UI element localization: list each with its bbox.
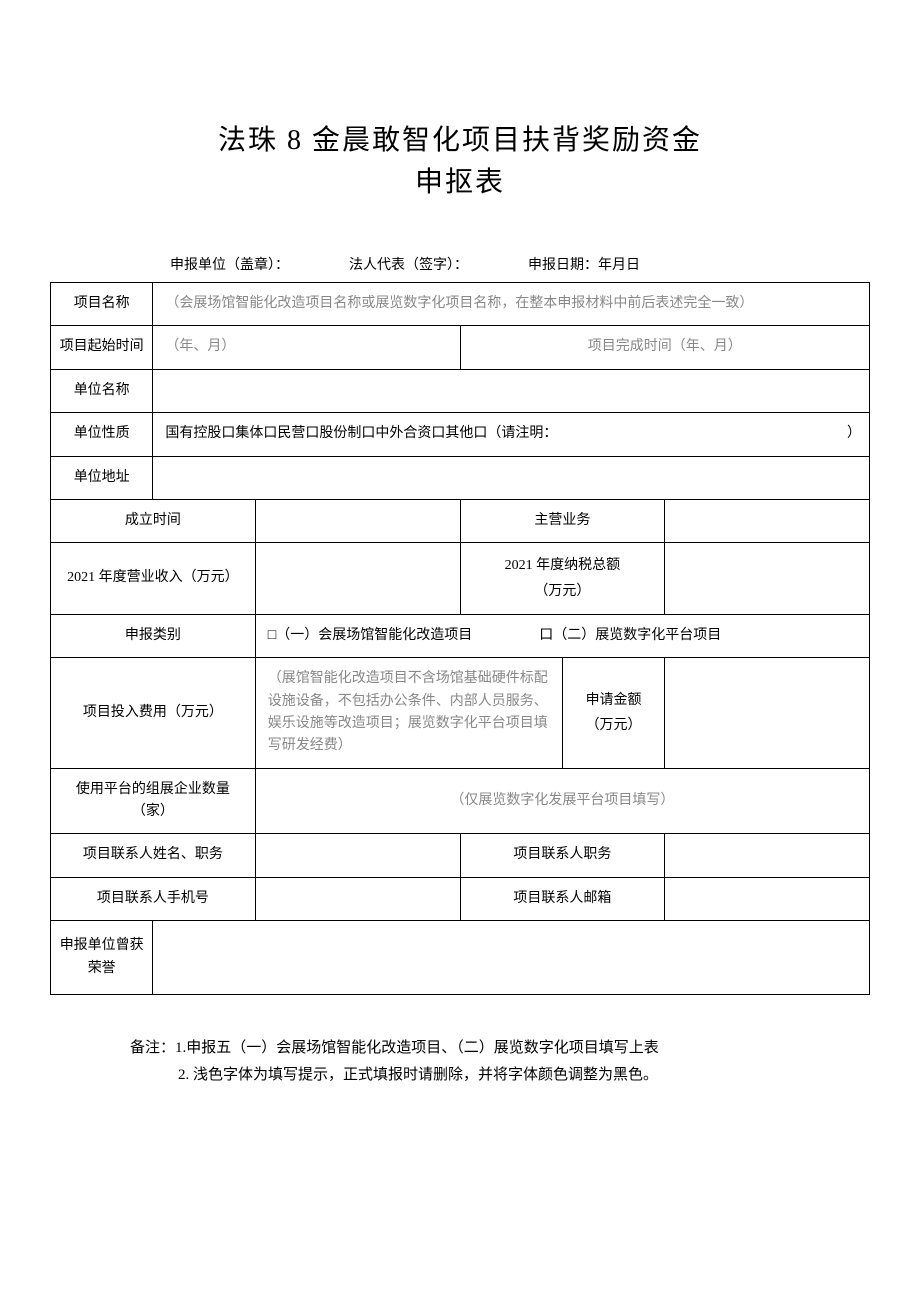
field-apply-amount (665, 658, 870, 769)
row-establish-business: 成立时间 主营业务 (51, 499, 870, 542)
label-unit-address: 单位地址 (51, 456, 153, 499)
header-unit-label: 申报单位（盖章）： (170, 254, 289, 274)
field-contact-phone (255, 877, 460, 920)
label-revenue: 2021 年度营业收入（万元） (51, 543, 256, 614)
label-contact-email: 项目联系人邮箱 (460, 877, 665, 920)
row-unit-name: 单位名称 (51, 369, 870, 412)
field-unit-nature: 国有控股口集体口民营口股份制口中外合资口其他口（请注明： ） (153, 413, 870, 456)
header-fields: 申报单位（盖章）： 法人代表（签字）： 申报日期：年月日 (170, 254, 870, 274)
label-project-cost: 项目投入费用（万元） (51, 658, 256, 769)
row-contact-phone-email: 项目联系人手机号 项目联系人邮箱 (51, 877, 870, 920)
header-date-label: 申报日期：年月日 (528, 254, 640, 274)
field-unit-name (153, 369, 870, 412)
field-apply-category: □（一）会展场馆智能化改造项目 口（二）展览数字化平台项目 (255, 614, 869, 657)
label-unit-nature: 单位性质 (51, 413, 153, 456)
footer-notes: 备注：1.申报五（一）会展场馆智能化改造项目、（二）展览数字化项目填写上表 2.… (130, 1035, 870, 1089)
label-project-name: 项目名称 (51, 283, 153, 326)
label-platform-companies: 使用平台的组展企业数量（家） (51, 768, 256, 834)
label-contact-phone: 项目联系人手机号 (51, 877, 256, 920)
field-honors (153, 921, 870, 995)
apply-amount-line2: （万元） (571, 713, 656, 738)
field-tax (665, 543, 870, 614)
field-main-business (665, 499, 870, 542)
hint-project-start: （年、月） (153, 326, 460, 369)
title-line-2: 申抠表 (50, 162, 870, 204)
label-apply-amount: 申请金额 （万元） (562, 658, 664, 769)
header-legal-rep-label: 法人代表（签字）： (349, 254, 468, 274)
unit-nature-suffix: ） (847, 423, 861, 445)
apply-amount-line1: 申请金额 (571, 688, 656, 713)
label-establish-time: 成立时间 (51, 499, 256, 542)
row-project-name: 项目名称 （会展场馆智能化改造项目名称或展览数字化项目名称，在整本申报材料中前后… (51, 283, 870, 326)
category-option-1: □（一）会展场馆智能化改造项目 (268, 628, 472, 643)
document-title: 法珠 8 金晨敢智化项目扶背奖励资金 申抠表 (50, 120, 870, 204)
row-unit-nature: 单位性质 国有控股口集体口民营口股份制口中外合资口其他口（请注明： ） (51, 413, 870, 456)
label-project-start: 项目起始时间 (51, 326, 153, 369)
field-establish-time (255, 499, 460, 542)
field-contact-name (255, 834, 460, 877)
row-project-cost: 项目投入费用（万元） （展馆智能化改造项目不含场馆基础硬件标配设施设备，不包括办… (51, 658, 870, 769)
title-line-1: 法珠 8 金晨敢智化项目扶背奖励资金 (50, 120, 870, 162)
hint-project-cost: （展馆智能化改造项目不含场馆基础硬件标配设施设备，不包括办公条件、内部人员服务、… (255, 658, 562, 769)
label-honors: 申报单位曾获荣誉 (51, 921, 153, 995)
label-main-business: 主营业务 (460, 499, 665, 542)
hint-project-name: （会展场馆智能化改造项目名称或展览数字化项目名称，在整本申报材料中前后表述完全一… (153, 283, 870, 326)
note-line-2: 2. 浅色字体为填写提示，正式填报时请删除，并将字体颜色调整为黑色。 (178, 1062, 870, 1089)
category-option-2: 口（二）展览数字化平台项目 (539, 628, 721, 643)
note-line-1: 备注：1.申报五（一）会展场馆智能化改造项目、（二）展览数字化项目填写上表 (130, 1035, 870, 1062)
label-apply-category: 申报类别 (51, 614, 256, 657)
label-project-end: 项目完成时间（年、月） (460, 326, 870, 369)
row-apply-category: 申报类别 □（一）会展场馆智能化改造项目 口（二）展览数字化平台项目 (51, 614, 870, 657)
label-contact-job: 项目联系人职务 (460, 834, 665, 877)
row-platform-companies: 使用平台的组展企业数量（家） （仅展览数字化发展平台项目填写） (51, 768, 870, 834)
row-project-time: 项目起始时间 （年、月） 项目完成时间（年、月） (51, 326, 870, 369)
field-unit-address (153, 456, 870, 499)
row-contact-name-job: 项目联系人姓名、职务 项目联系人职务 (51, 834, 870, 877)
field-contact-email (665, 877, 870, 920)
label-tax: 2021 年度纳税总额 （万元） (460, 543, 665, 614)
row-honors: 申报单位曾获荣誉 (51, 921, 870, 995)
hint-platform-companies: （仅展览数字化发展平台项目填写） (255, 768, 869, 834)
unit-nature-options: 国有控股口集体口民营口股份制口中外合资口其他口（请注明： (165, 426, 557, 441)
field-contact-job (665, 834, 870, 877)
label-tax-line1: 2021 年度纳税总额 (469, 553, 657, 578)
row-unit-address: 单位地址 (51, 456, 870, 499)
application-form-table: 项目名称 （会展场馆智能化改造项目名称或展览数字化项目名称，在整本申报材料中前后… (50, 282, 870, 995)
field-revenue (255, 543, 460, 614)
row-revenue-tax: 2021 年度营业收入（万元） 2021 年度纳税总额 （万元） (51, 543, 870, 614)
label-unit-name: 单位名称 (51, 369, 153, 412)
label-tax-line2: （万元） (469, 579, 657, 604)
label-contact-name: 项目联系人姓名、职务 (51, 834, 256, 877)
